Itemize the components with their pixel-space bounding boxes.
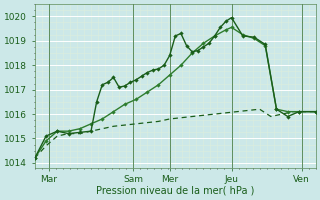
X-axis label: Pression niveau de la mer( hPa ): Pression niveau de la mer( hPa ) (96, 186, 254, 196)
